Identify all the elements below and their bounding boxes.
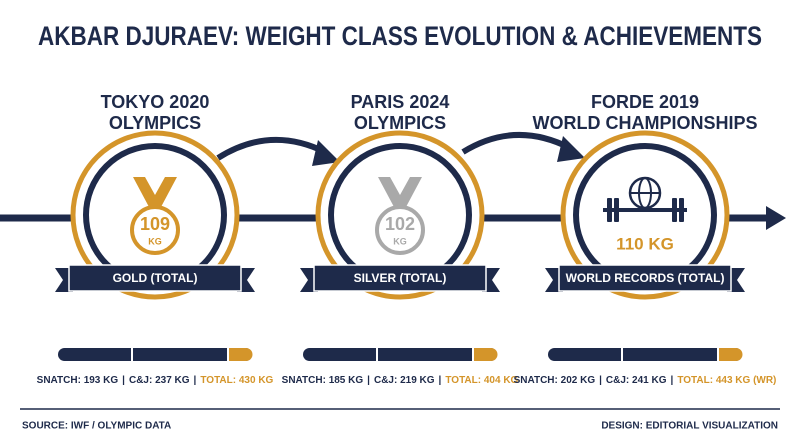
- stats-separator: |: [599, 375, 602, 386]
- stat: C&J: 219 KG: [374, 375, 435, 386]
- stats-separator: |: [122, 375, 125, 386]
- medal: [130, 205, 180, 255]
- panel-heading: OLYMPICS: [354, 113, 446, 133]
- weight-value: 109: [140, 214, 170, 234]
- panel-heading: OLYMPICS: [109, 113, 201, 133]
- banner: [68, 264, 242, 292]
- banner-label: WORLD RECORDS (TOTAL): [566, 271, 725, 285]
- weight-value: 102: [385, 214, 415, 234]
- barbell-plate: [679, 198, 684, 222]
- stats-separator: |: [439, 375, 442, 386]
- panel-heading: TOKYO 2020: [101, 92, 210, 112]
- stat: SNATCH: 202 KG: [514, 375, 596, 386]
- stats: SNATCH: 193 KG | C&J: 237 KG | TOTAL: 430 KG: [37, 375, 274, 386]
- stats-separator: |: [367, 375, 370, 386]
- inner-ring: [573, 143, 717, 287]
- stat: TOTAL: 404 KG: [445, 375, 518, 386]
- stat: TOTAL: 443 KG (WR): [677, 375, 776, 386]
- footer-design: DESIGN: EDITORIAL VISUALIZATION: [601, 421, 778, 432]
- banner: [558, 264, 732, 292]
- panel-heading: FORDE 2019: [591, 92, 699, 112]
- stat: TOTAL: 430 KG: [200, 375, 273, 386]
- weight-value: 110 KG: [616, 234, 674, 253]
- weight-unit: KG: [393, 236, 407, 246]
- stat: C&J: 237 KG: [129, 375, 190, 386]
- barbell-plate: [672, 198, 677, 222]
- progress-end: [473, 348, 498, 361]
- banner-label: GOLD (TOTAL): [113, 271, 198, 285]
- banner-label: SILVER (TOTAL): [354, 271, 447, 285]
- medal-ribbon: [378, 177, 422, 207]
- title: AKBAR DJURAEV: WEIGHT CLASS EVOLUTION & …: [38, 21, 762, 51]
- barbell-plate: [614, 198, 619, 222]
- stats-separator: |: [194, 375, 197, 386]
- curved-arrow: [461, 131, 572, 155]
- stat: C&J: 241 KG: [606, 375, 667, 386]
- stat: SNATCH: 185 KG: [282, 375, 364, 386]
- weight-unit: KG: [148, 236, 162, 246]
- stat: SNATCH: 193 KG: [37, 375, 119, 386]
- medal: [375, 205, 425, 255]
- progress-end: [228, 348, 253, 361]
- progress-bar: [303, 348, 497, 361]
- stats: SNATCH: 202 KG | C&J: 241 KG | TOTAL: 443 KG…: [514, 375, 777, 386]
- curved-arrow-head: [557, 136, 585, 162]
- footer-source: SOURCE: IWF / OLYMPIC DATA: [22, 421, 171, 432]
- medal-ribbon: [133, 177, 177, 207]
- curved-arrow-head: [312, 140, 340, 166]
- panel-heading: PARIS 2024: [351, 92, 450, 112]
- curved-arrow: [216, 136, 327, 161]
- stats-separator: |: [671, 375, 674, 386]
- progress-bar: [548, 348, 742, 361]
- panel-heading: WORLD CHAMPIONSHIPS: [533, 113, 758, 133]
- timeline-head: [766, 206, 786, 230]
- banner: [313, 264, 487, 292]
- stats: SNATCH: 185 KG | C&J: 219 KG | TOTAL: 404 KG: [282, 375, 519, 386]
- progress-end: [718, 348, 743, 361]
- progress-bar: [58, 348, 252, 361]
- barbell-plate: [607, 198, 612, 222]
